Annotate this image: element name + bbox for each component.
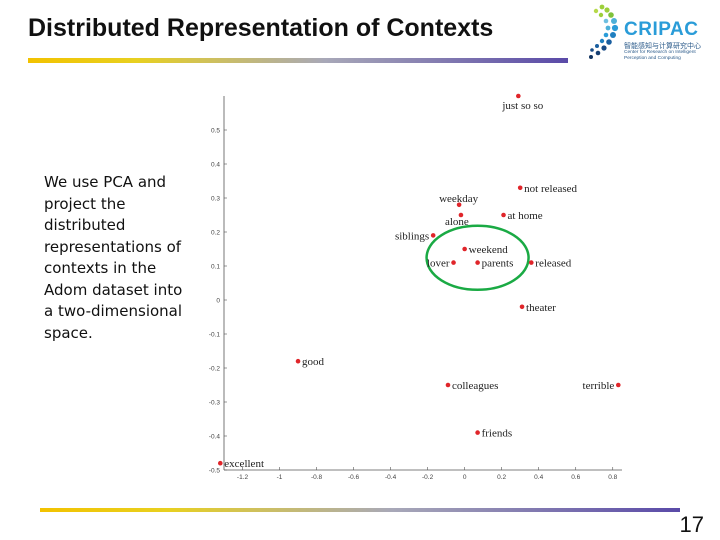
point-label: theater <box>526 302 556 314</box>
point-weekday <box>456 202 462 208</box>
point-just-so-so <box>516 93 521 99</box>
point-label: at home <box>508 210 543 222</box>
x-tick-label: 0.8 <box>608 474 617 481</box>
x-tick-label: -1.2 <box>237 474 249 481</box>
point-label: siblings <box>395 230 429 242</box>
y-tick-label: -0.4 <box>209 434 221 441</box>
point-lover <box>451 260 456 265</box>
point-label: released <box>535 258 572 270</box>
slide-description: We use PCA and project the distributed r… <box>44 173 183 342</box>
cripac-logo: CRIPAC 智能感知与计算研究中心 Center for Research o… <box>578 2 713 64</box>
point-label: terrible <box>583 380 615 392</box>
scatter-chart: -0.5 -0.4 -0.3 -0.2 -0.1 0 0.1 0.2 0.3 0.4 0.5 -1.2… <box>209 93 622 481</box>
point-label: parents <box>482 258 514 270</box>
pca-scatter-plot: -0.5 -0.4 -0.3 -0.2 -0.1 0 0.1 0.2 0.3 0.4 0.5 -1.2… <box>196 90 636 495</box>
y-tick-label: 0 <box>216 298 220 305</box>
point-weekend <box>462 246 467 252</box>
point-not-released <box>517 185 523 191</box>
point-siblings <box>430 233 436 238</box>
y-tick-label: -0.3 <box>209 400 221 407</box>
point-alone <box>458 212 464 218</box>
x-tick-label: 0.2 <box>497 474 506 481</box>
y-tick-label: -0.1 <box>209 332 221 339</box>
logo-subtitle: Center for Research on Intelligent Perce… <box>624 50 696 61</box>
y-tick-label: -0.5 <box>209 468 221 475</box>
slide-title: Distributed Representation of Contexts <box>28 14 494 42</box>
x-tick-label: -1 <box>277 474 283 481</box>
point-released <box>528 260 534 265</box>
point-label: lover <box>427 258 450 270</box>
x-tick-label: 0.6 <box>571 474 580 481</box>
point-friends <box>475 430 480 435</box>
point-theater <box>519 304 525 310</box>
point-at-home <box>501 212 506 218</box>
point-label: just so so <box>501 100 543 112</box>
point-label: weekday <box>439 193 479 205</box>
logo-name: CRIPAC <box>624 19 699 40</box>
point-excellent <box>217 460 223 466</box>
x-tick-label: -0.2 <box>422 474 434 481</box>
title-divider <box>28 58 568 63</box>
y-tick-label: 0.2 <box>211 230 220 237</box>
x-tick-label: 0.4 <box>534 474 543 481</box>
point-parents <box>475 260 480 265</box>
y-tick-label: 0.1 <box>211 264 220 271</box>
point-label: weekend <box>469 244 509 256</box>
x-tick-label: 0 <box>463 474 467 481</box>
point-terrible <box>615 382 621 388</box>
point-good <box>295 358 301 364</box>
point-label: colleagues <box>452 380 498 392</box>
point-colleagues <box>445 382 451 388</box>
y-tick-label: -0.2 <box>209 366 221 373</box>
x-tick-label: -0.8 <box>311 474 323 481</box>
point-label: good <box>302 356 325 368</box>
dot-swirl-icon <box>589 4 619 59</box>
point-label: not released <box>524 183 577 195</box>
y-tick-label: 0.3 <box>211 196 220 203</box>
point-label: alone <box>445 216 469 228</box>
logo-chinese-name: 智能感知与计算研究中心 <box>624 43 701 50</box>
x-tick-label: -0.6 <box>348 474 360 481</box>
point-label: excellent <box>224 458 264 470</box>
x-tick-label: -0.4 <box>385 474 397 481</box>
y-tick-label: 0.5 <box>211 128 220 135</box>
y-tick-label: 0.4 <box>211 162 220 169</box>
page-number: 17 <box>679 512 704 537</box>
footer-divider <box>40 508 680 512</box>
point-label: friends <box>482 428 513 440</box>
highlight-ellipse <box>425 224 530 292</box>
